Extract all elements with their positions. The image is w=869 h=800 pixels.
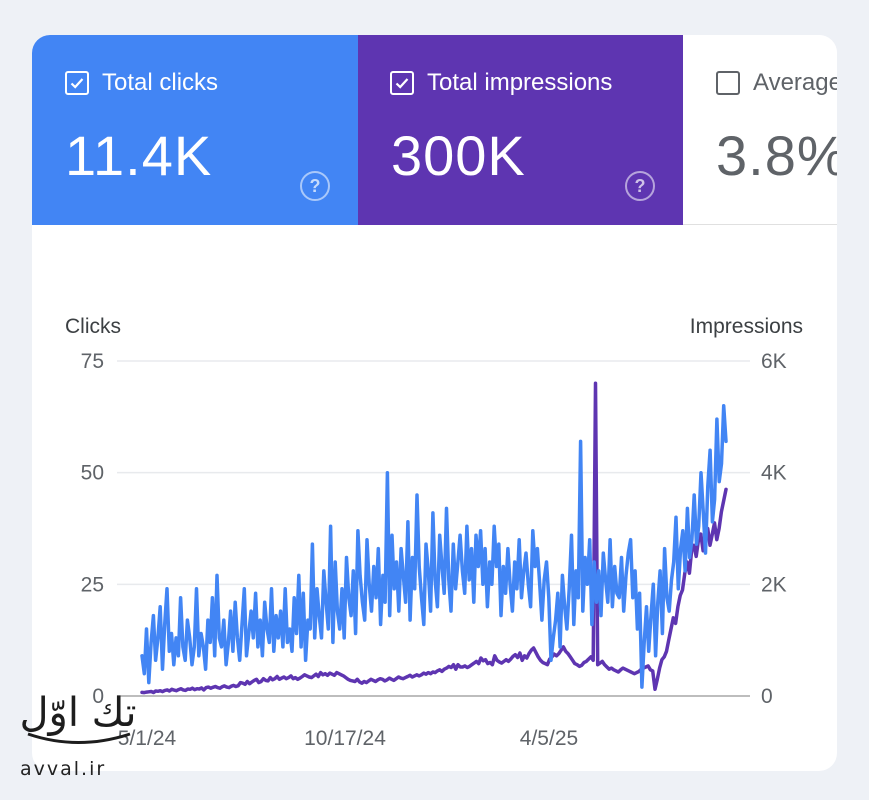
left-tick-label: 50 — [81, 462, 104, 485]
avval-logo-text: تك اوّل — [19, 690, 136, 736]
total-clicks-value: 11.4K — [65, 124, 213, 187]
average-ctr-label: Average CTR — [753, 69, 837, 96]
right-tick-label: 6K — [761, 350, 787, 373]
left-axis-title: Clicks — [65, 315, 121, 338]
total-impressions-label: Total impressions — [427, 69, 613, 96]
checkmark-icon — [395, 78, 409, 89]
x-tick-label: 4/5/25 — [520, 727, 578, 750]
avval-watermark: تك اوّل avval.ir — [18, 676, 138, 786]
average-ctr-value: 3.8% — [716, 124, 837, 187]
x-tick-label: 5/1/24 — [118, 727, 177, 750]
right-tick-label: 2K — [761, 573, 787, 596]
total-impressions-checkbox[interactable] — [390, 71, 414, 95]
impressions-series-line — [140, 381, 728, 695]
performance-chart: 0 25 50 75 0 2K 4K 6K Clicks Impressions 5/1/2… — [65, 315, 803, 750]
total-impressions-value: 300K — [391, 124, 526, 187]
left-tick-label: 0 — [92, 685, 104, 708]
total-impressions-label-row: Total impressions — [390, 69, 612, 97]
total-clicks-label: Total clicks — [102, 69, 219, 96]
total-impressions-tile[interactable]: Total impressions 300K ? — [358, 35, 683, 225]
total-clicks-tile[interactable]: Total clicks 11.4K ? — [32, 35, 358, 225]
watermark-site: avval.ir — [20, 758, 107, 780]
left-axis-ticks: 0 25 50 75 — [81, 350, 104, 708]
average-ctr-checkbox[interactable] — [716, 71, 740, 95]
performance-card: Total clicks 11.4K ? Total impressions 3… — [32, 35, 837, 771]
right-tick-label: 4K — [761, 462, 787, 485]
x-axis-ticks: 5/1/24 10/17/24 4/5/25 — [118, 727, 578, 750]
help-icon[interactable]: ? — [300, 171, 330, 201]
total-clicks-checkbox[interactable] — [65, 71, 89, 95]
help-icon[interactable]: ? — [625, 171, 655, 201]
left-tick-label: 25 — [81, 573, 104, 596]
right-tick-label: 0 — [761, 685, 773, 708]
right-axis-ticks: 0 2K 4K 6K — [761, 350, 787, 708]
metric-tiles: Total clicks 11.4K ? Total impressions 3… — [32, 35, 837, 225]
checkmark-icon — [70, 78, 84, 89]
x-tick-label: 10/17/24 — [304, 727, 386, 750]
clicks-series-line — [140, 403, 728, 689]
right-axis-title: Impressions — [690, 315, 803, 338]
average-ctr-label-row: Average CTR — [716, 69, 837, 97]
average-ctr-tile[interactable]: Average CTR 3.8% — [683, 35, 837, 225]
total-clicks-label-row: Total clicks — [65, 69, 218, 97]
left-tick-label: 75 — [81, 350, 104, 373]
chart-gridlines — [117, 360, 750, 697]
avval-logo-icon: تك اوّل — [19, 690, 137, 744]
